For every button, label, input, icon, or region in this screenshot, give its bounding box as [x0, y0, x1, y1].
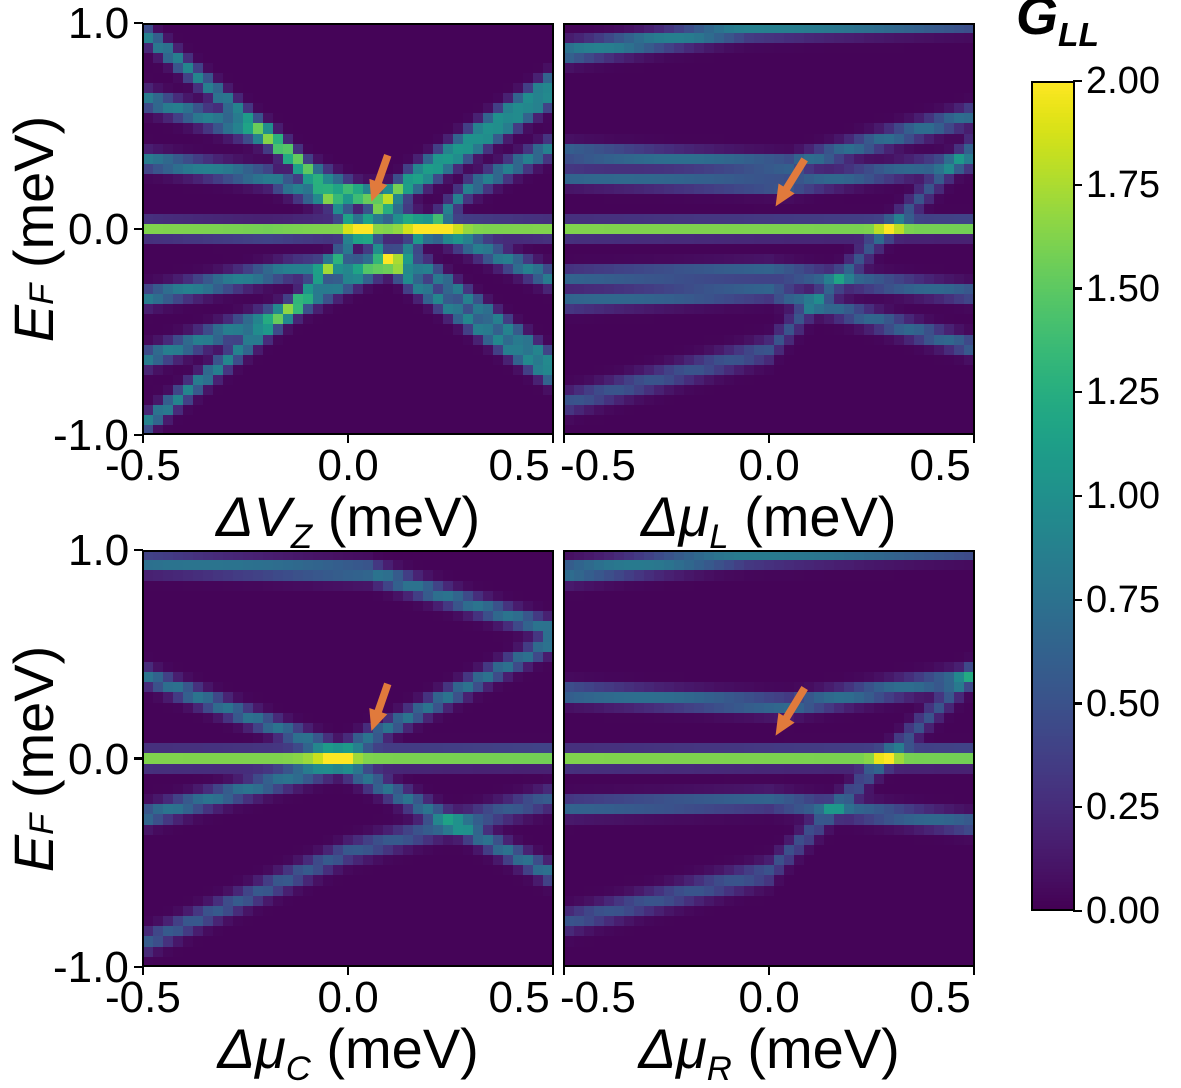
- svg-text:EF (meV): EF (meV): [2, 645, 65, 872]
- svg-text:EF (meV): EF (meV): [2, 116, 65, 343]
